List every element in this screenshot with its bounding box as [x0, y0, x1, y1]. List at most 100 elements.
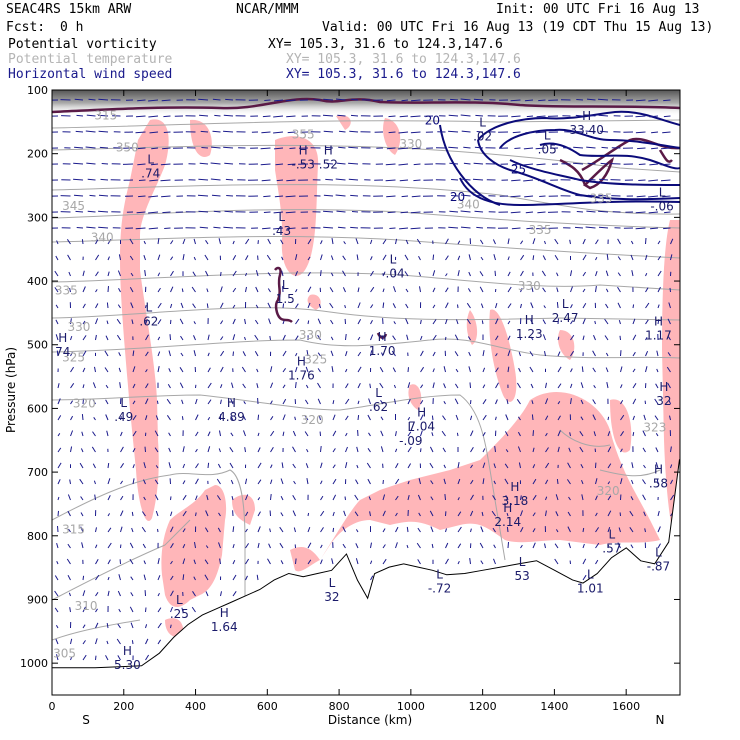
wind-vector [482, 478, 485, 485]
wind-vector [326, 163, 334, 165]
wind-vector [212, 98, 221, 101]
wind-vector [451, 195, 459, 197]
wind-vector [105, 335, 109, 341]
wind-vector [257, 462, 262, 469]
wind-vector [388, 115, 396, 118]
wind-vector [211, 146, 221, 149]
wind-vector [648, 99, 659, 102]
wind-vector [569, 239, 571, 245]
wind-vector [204, 254, 209, 261]
wind-vector [582, 271, 587, 277]
wind-vector [511, 227, 521, 230]
wind-vector [105, 655, 109, 661]
wind-vector [210, 178, 221, 181]
wind-vector [443, 400, 446, 405]
wind-vector [519, 334, 521, 341]
wind-vector [632, 368, 636, 373]
wind-vector [470, 446, 474, 453]
wind-vector [607, 431, 611, 437]
wind-vector [304, 399, 309, 405]
wind-vector [292, 495, 296, 501]
wind-vector [579, 446, 584, 453]
wind-vector [170, 286, 174, 293]
wind-vector [355, 238, 359, 245]
wind-vector [582, 254, 587, 261]
wind-vector [411, 99, 421, 102]
wind-vector [370, 542, 372, 549]
wind-vector [148, 211, 159, 214]
wind-vector [130, 592, 134, 597]
wind-vector [535, 131, 546, 134]
wind-vector [418, 272, 421, 277]
wind-vector [266, 254, 271, 261]
wind-vector [643, 464, 646, 469]
wind-vector [95, 638, 98, 645]
wind-vector [262, 115, 271, 118]
wind-vector [332, 400, 335, 405]
wind-vector [307, 320, 310, 325]
theta-label: 325 [62, 350, 85, 364]
wind-vector [395, 462, 399, 469]
wind-vector [632, 334, 637, 341]
wind-vector [480, 526, 484, 533]
wind-vector [544, 240, 546, 245]
wind-vector [345, 383, 349, 389]
wind-vector [382, 271, 386, 277]
wind-vector [460, 114, 471, 117]
wind-vector [448, 114, 459, 117]
wind-vector [382, 528, 386, 533]
wind-vector [605, 367, 609, 373]
wind-vector [279, 526, 284, 533]
wind-vector [655, 433, 659, 437]
wind-vector [120, 431, 123, 437]
wind-vector [66, 558, 71, 565]
wind-vector [232, 240, 235, 245]
wind-vector [394, 270, 396, 277]
wind-vector [525, 211, 534, 214]
wind-vector [70, 415, 74, 421]
wind-vector [267, 272, 271, 277]
wind-vector [55, 334, 59, 341]
wind-vector [644, 528, 646, 533]
wind-vector [645, 337, 648, 341]
wind-vector [244, 318, 246, 325]
wind-vector [345, 398, 350, 405]
wind-vector [545, 510, 547, 517]
wind-vector [476, 131, 484, 133]
wind-vector [132, 415, 137, 421]
wind-vector [357, 336, 361, 341]
wind-vector [448, 130, 459, 133]
wind-vector [194, 542, 196, 549]
wind-vector [218, 542, 221, 549]
wind-vector [517, 446, 521, 453]
wind-vector [182, 528, 186, 533]
pv-extrema-labels: L.74H-.53H.52L.43L.62L1.5H1.76L-.04H1.70… [55, 109, 674, 672]
wind-vector [155, 465, 159, 469]
wind-vector [354, 494, 359, 501]
wind-vector [657, 240, 661, 245]
wind-vector [657, 526, 661, 533]
wind-vector [432, 270, 436, 277]
wind-vector [82, 606, 86, 613]
wind-vector [617, 302, 621, 309]
wind-vector [168, 350, 171, 357]
wind-vector [268, 543, 271, 549]
wind-vector [82, 367, 86, 373]
wind-vector [585, 226, 596, 229]
wind-vector [620, 431, 625, 437]
wind-vector [493, 463, 496, 469]
extremum-marker: H [220, 606, 229, 620]
wind-vector [307, 256, 311, 261]
south-label: S [82, 713, 90, 727]
wind-vector [420, 430, 423, 437]
y-axis-title: Pressure (hPa) [4, 347, 18, 433]
wind-vector [607, 544, 609, 549]
wind-vector [192, 591, 196, 597]
wind-vector [168, 432, 171, 437]
wind-vector [470, 528, 472, 533]
wind-vector [493, 544, 496, 549]
wind-vector [93, 417, 96, 421]
wind-vector [357, 415, 360, 421]
wind-vector-field [52, 98, 675, 661]
wind-vector [320, 240, 323, 245]
